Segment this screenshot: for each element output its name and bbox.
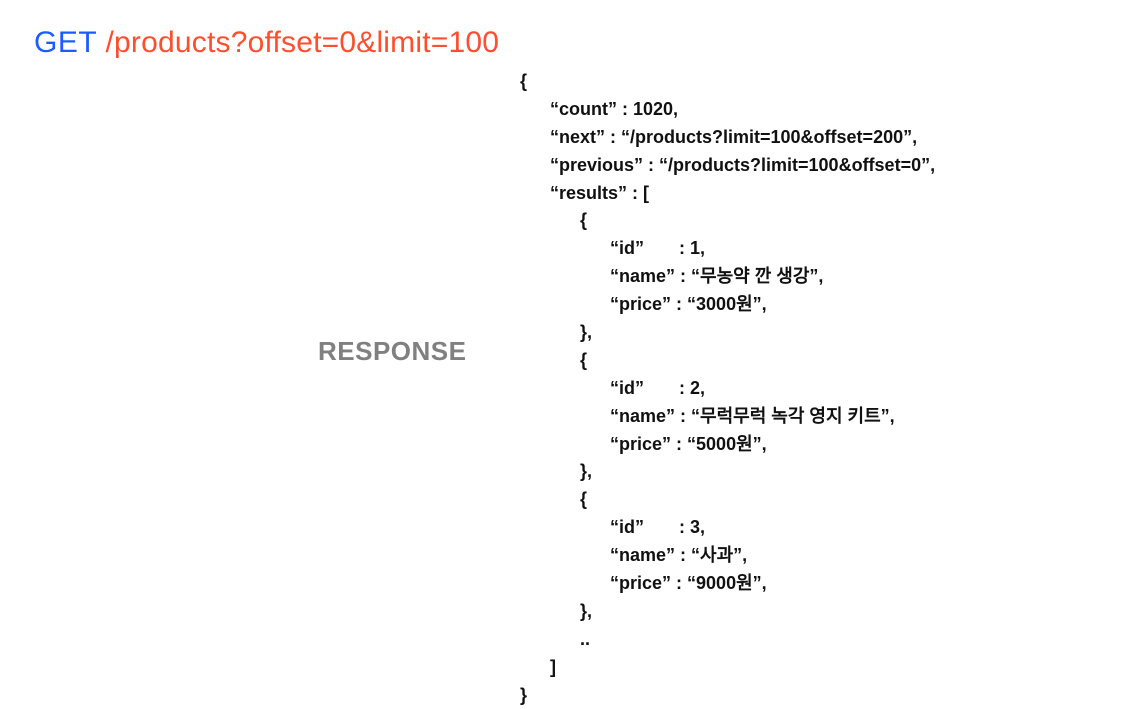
api-request-line: GET /products?offset=0&limit=100 xyxy=(34,26,499,60)
http-method: GET xyxy=(34,26,97,59)
response-heading: RESPONSE xyxy=(318,336,467,367)
request-path: /products?offset=0&limit=100 xyxy=(106,26,500,59)
json-response-body: { “count” : 1020, “next” : “/products?li… xyxy=(520,68,935,709)
